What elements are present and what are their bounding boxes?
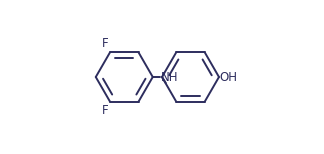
Text: F: F bbox=[101, 37, 108, 50]
Text: NH: NH bbox=[161, 71, 179, 83]
Text: F: F bbox=[101, 104, 108, 117]
Text: OH: OH bbox=[220, 71, 238, 83]
